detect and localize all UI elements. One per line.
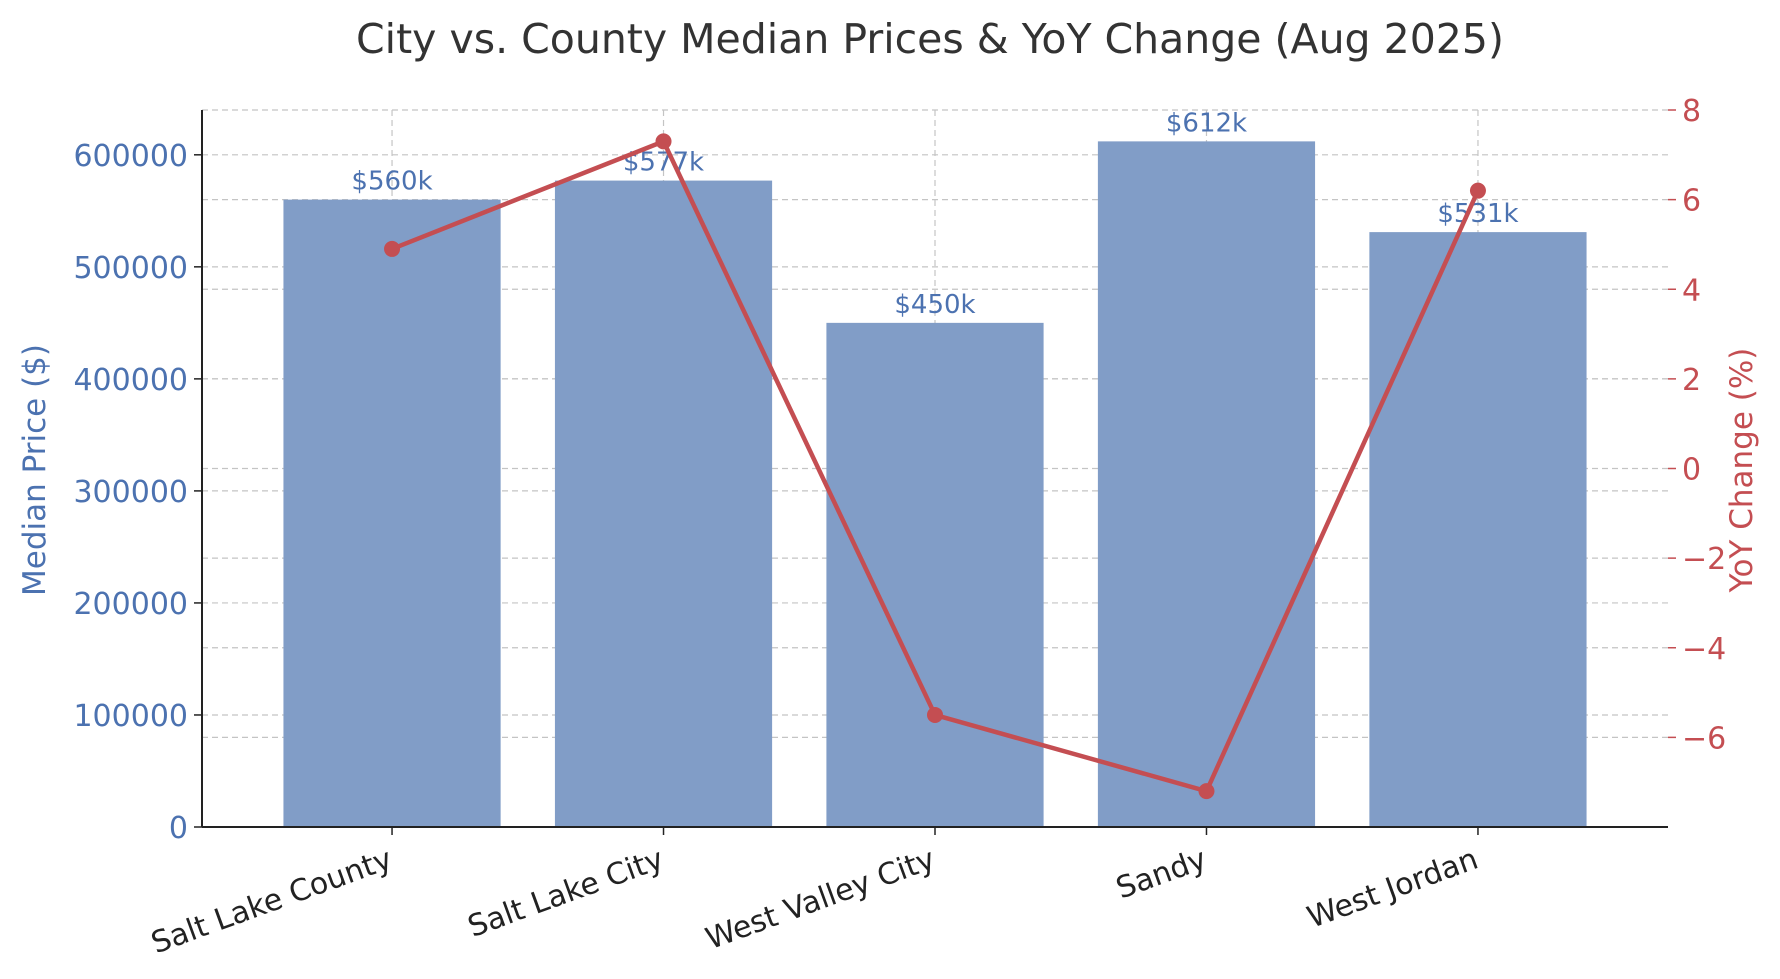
y-tick-right-label-6: 6 — [1682, 184, 1701, 219]
y-tick-right-label-0: −6 — [1682, 721, 1726, 756]
x-tick-label-2: West Valley City — [701, 842, 940, 957]
yoy-point-3 — [1198, 783, 1215, 800]
y-tick-right-label-1: −4 — [1682, 632, 1726, 667]
bar-3 — [1097, 141, 1316, 827]
x-ticks-layer: Salt Lake County Salt Lake City West Valle… — [147, 827, 1483, 961]
y-tick-left-label-6: 600000 — [73, 139, 188, 174]
bar-data-label-0: $560k — [351, 167, 432, 197]
right-ticks-layer: −6 −4 −2 0 2 4 6 8 — [1668, 94, 1726, 756]
bar-0 — [283, 199, 501, 827]
y-tick-right-label-4: 2 — [1682, 363, 1701, 398]
bar-2 — [826, 322, 1044, 827]
bar-4 — [1369, 232, 1587, 827]
y-tick-right-label-3: 0 — [1682, 453, 1701, 488]
y-tick-left-label-0: 0 — [169, 811, 188, 846]
bar-1 — [554, 180, 773, 827]
y-tick-left-label-2: 200000 — [73, 587, 188, 622]
x-tick-label-4: West Jordan — [1303, 842, 1483, 936]
y-tick-right-label-2: −2 — [1682, 542, 1726, 577]
chart-title: City vs. County Median Prices & YoY Chan… — [356, 15, 1504, 63]
bars-layer — [283, 141, 1587, 827]
y-tick-right-label-7: 8 — [1682, 94, 1701, 129]
x-tick-label-1: Salt Lake City — [463, 842, 668, 945]
x-tick-label-3: Sandy — [1112, 842, 1212, 907]
y-tick-left-label-4: 400000 — [73, 363, 188, 398]
y-axis-label-left: Median Price ($) — [17, 344, 53, 596]
y-tick-right-label-5: 4 — [1682, 273, 1701, 308]
yoy-point-4 — [1469, 182, 1486, 199]
yoy-point-0 — [384, 240, 401, 257]
bar-data-label-2: $450k — [894, 290, 975, 320]
yoy-point-2 — [927, 706, 943, 723]
yoy-point-1 — [655, 133, 672, 150]
bar-data-label-3: $612k — [1166, 108, 1247, 138]
y-tick-left-label-5: 500000 — [73, 251, 188, 286]
y-tick-left-label-3: 300000 — [73, 475, 188, 510]
y-axis-label-right: YoY Change (%) — [1724, 348, 1760, 594]
bar-labels-layer: $560k$577k$450k$612k$531k — [351, 108, 1518, 319]
x-tick-label-0: Salt Lake County — [147, 842, 397, 962]
line-layer — [384, 133, 1486, 800]
bar-data-label-4: $531k — [1437, 199, 1518, 229]
y-tick-left-label-1: 100000 — [73, 699, 188, 734]
left-ticks-layer: 0 100000 200000 300000 400000 500000 600000 — [73, 139, 202, 846]
